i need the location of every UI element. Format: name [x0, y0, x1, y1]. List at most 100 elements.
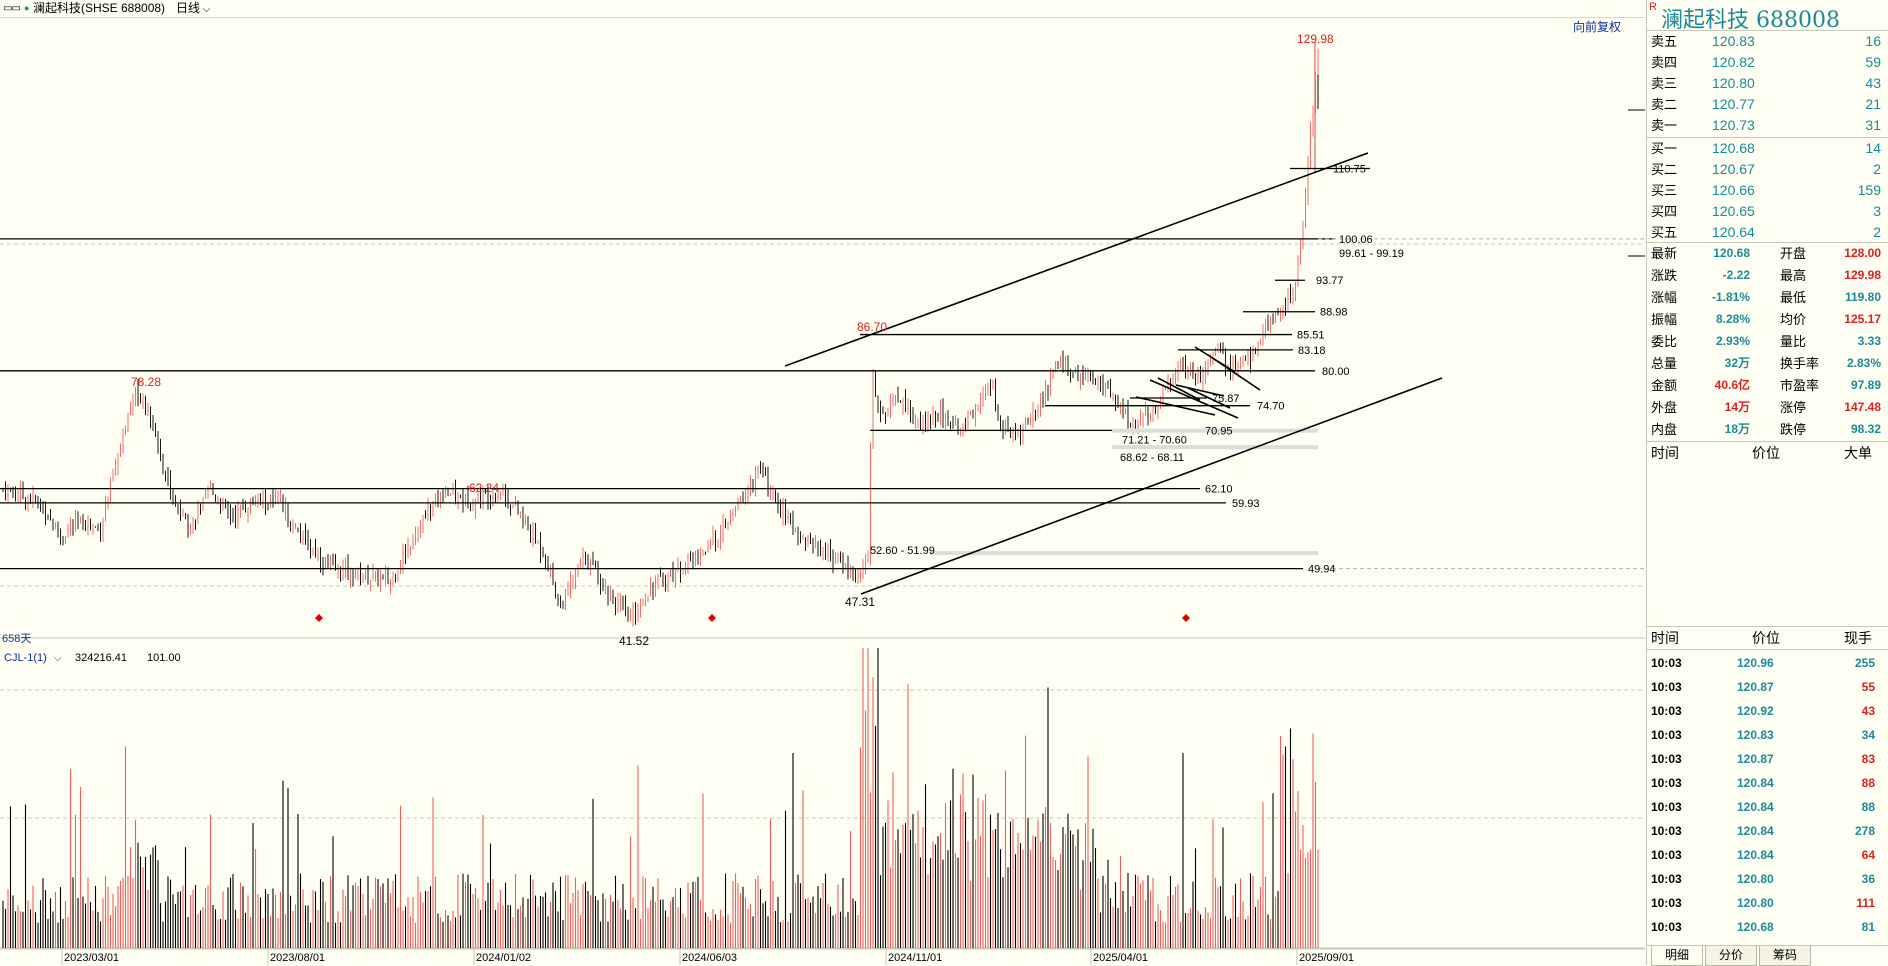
- stat-label: 委比: [1651, 334, 1678, 349]
- x-tick-label: 2023/08/01: [270, 952, 325, 964]
- tick-row[interactable]: 10:03 120.84 88: [1647, 771, 1888, 795]
- tick-row[interactable]: 10:03 120.83 34: [1647, 723, 1888, 747]
- ask-row[interactable]: 卖一 120.73 31: [1647, 115, 1888, 136]
- tick-header-vol: 现手: [1844, 630, 1872, 646]
- tab-price-level[interactable]: 分价: [1705, 946, 1757, 966]
- volume-indicator-name[interactable]: CJL-1(1): [4, 652, 47, 664]
- tick-time: 10:03: [1651, 752, 1682, 766]
- tick-volume: 278: [1854, 824, 1875, 838]
- stat-label: 涨停: [1780, 400, 1807, 415]
- drawn-lines[interactable]: [0, 152, 1645, 622]
- stat-label: 内盘: [1651, 422, 1678, 437]
- zone-band: [1112, 428, 1318, 433]
- bid-row[interactable]: 买五 120.64 2: [1647, 222, 1888, 243]
- tick-volume: 36: [1861, 872, 1875, 886]
- x-tick-label: 2025/09/01: [1299, 952, 1354, 964]
- bid-label: 买三: [1651, 183, 1678, 198]
- stat-value: 125.17: [1844, 312, 1881, 326]
- stat-row: 外盘 14万 涨停 147.48: [1647, 397, 1888, 418]
- tick-row[interactable]: 10:03 120.87 83: [1647, 747, 1888, 771]
- tick-time: 10:03: [1651, 872, 1682, 886]
- bid-volume: 159: [1857, 182, 1881, 198]
- big-order-header: 时间 价位 大单: [1647, 443, 1888, 464]
- r-flag: R: [1649, 1, 1657, 13]
- ask-volume: 21: [1865, 96, 1881, 112]
- tick-row[interactable]: 10:03 120.68 81: [1647, 915, 1888, 939]
- bid-row[interactable]: 买二 120.67 2: [1647, 159, 1888, 180]
- trend-line: [1187, 387, 1231, 409]
- tick-time: 10:03: [1651, 656, 1682, 670]
- bid-row[interactable]: 买三 120.66 159: [1647, 180, 1888, 201]
- ask-row[interactable]: 卖四 120.82 59: [1647, 52, 1888, 73]
- tick-time: 10:03: [1651, 680, 1682, 694]
- security-name[interactable]: 澜起科技(SHSE 688008): [33, 1, 166, 15]
- period-selector[interactable]: 日线 ⌵: [176, 0, 210, 18]
- tab-detail[interactable]: 明细: [1651, 946, 1703, 966]
- tick-row[interactable]: 10:03 120.84 88: [1647, 795, 1888, 819]
- tick-row[interactable]: 10:03 120.80 36: [1647, 867, 1888, 891]
- candlesticks: [2, 42, 1319, 627]
- tick-time: 10:03: [1651, 800, 1682, 814]
- bid-row[interactable]: 买一 120.68 14: [1647, 138, 1888, 159]
- tick-price: 120.84: [1737, 824, 1774, 838]
- bid-volume: 3: [1873, 203, 1881, 219]
- ask-volume: 43: [1865, 75, 1881, 91]
- tab-chips[interactable]: 筹码: [1759, 946, 1811, 966]
- restore-mode-label[interactable]: 向前复权: [1573, 19, 1621, 34]
- price-label-low-2: 41.52: [619, 634, 649, 648]
- stat-value: -2.22: [1722, 268, 1750, 282]
- x-tick-label: 2024/01/02: [476, 952, 531, 964]
- layout-icon[interactable]: ▭▭: [3, 3, 21, 14]
- tick-price: 120.80: [1737, 872, 1774, 886]
- price-label-peak-1: 86.70: [857, 320, 887, 334]
- tick-row[interactable]: 10:03 120.87 55: [1647, 675, 1888, 699]
- tick-row[interactable]: 10:03 120.80 111: [1647, 891, 1888, 915]
- tick-row[interactable]: 10:03 120.84 64: [1647, 843, 1888, 867]
- tick-row[interactable]: 10:03 120.96 255: [1647, 651, 1888, 675]
- ask-price: 120.77: [1712, 96, 1755, 112]
- bid-price: 120.64: [1712, 224, 1755, 240]
- trend-line: [784, 152, 1369, 367]
- ask-row[interactable]: 卖三 120.80 43: [1647, 73, 1888, 94]
- ask-volume: 16: [1865, 33, 1881, 49]
- stat-label: 最高: [1780, 268, 1807, 283]
- level-label: 75.87: [1212, 393, 1240, 405]
- ask-row[interactable]: 卖二 120.77 21: [1647, 94, 1888, 115]
- stat-value: 18万: [1724, 422, 1750, 436]
- ask-row[interactable]: 卖五 120.83 16: [1647, 31, 1888, 52]
- trend-line: [1175, 384, 1225, 397]
- tick-row[interactable]: 10:03 120.84 278: [1647, 819, 1888, 843]
- tick-time: 10:03: [1651, 920, 1682, 934]
- x-tick-label: 2024/06/03: [682, 952, 737, 964]
- tick-volume: 43: [1861, 704, 1875, 718]
- level-label: 93.77: [1316, 275, 1344, 287]
- main-chart[interactable]: 向前复权 129.98 86.70 78.28 62.24 47.31 41.5…: [0, 18, 1645, 965]
- tick-header: 时间 价位 现手: [1647, 628, 1888, 649]
- bid-volume: 14: [1865, 140, 1881, 156]
- tick-row[interactable]: 10:03 120.92 43: [1647, 699, 1888, 723]
- stat-value: 3.33: [1857, 334, 1881, 348]
- stat-label: 总量: [1651, 356, 1678, 371]
- chevron-down-icon[interactable]: ⌵: [54, 653, 62, 664]
- days-count-label: 658天: [2, 633, 31, 645]
- tick-header-time: 时间: [1651, 630, 1679, 646]
- level-label: 74.70: [1257, 401, 1285, 413]
- tick-volume: 55: [1861, 680, 1875, 694]
- trend-line: [1135, 396, 1216, 416]
- chart-grid: [0, 109, 1645, 949]
- tick-volume: 83: [1861, 752, 1875, 766]
- tick-volume: 34: [1861, 728, 1875, 742]
- tick-price: 120.80: [1737, 896, 1774, 910]
- price-label-high-peak: 129.98: [1297, 32, 1334, 46]
- level-label: 71.21 - 70.60: [1122, 435, 1187, 447]
- level-label: 110.75: [1333, 164, 1366, 176]
- bid-row[interactable]: 买四 120.65 3: [1647, 201, 1888, 222]
- stat-row: 委比 2.93% 量比 3.33: [1647, 331, 1888, 352]
- stat-value: 119.80: [1844, 290, 1881, 304]
- tick-time: 10:03: [1651, 824, 1682, 838]
- stat-value: 129.98: [1844, 268, 1881, 282]
- stat-value: 98.32: [1850, 422, 1881, 436]
- stat-row: 金额 40.6亿 市盈率 97.89: [1647, 375, 1888, 396]
- period-label: 日线: [176, 1, 201, 15]
- header-big: 大单: [1844, 445, 1872, 461]
